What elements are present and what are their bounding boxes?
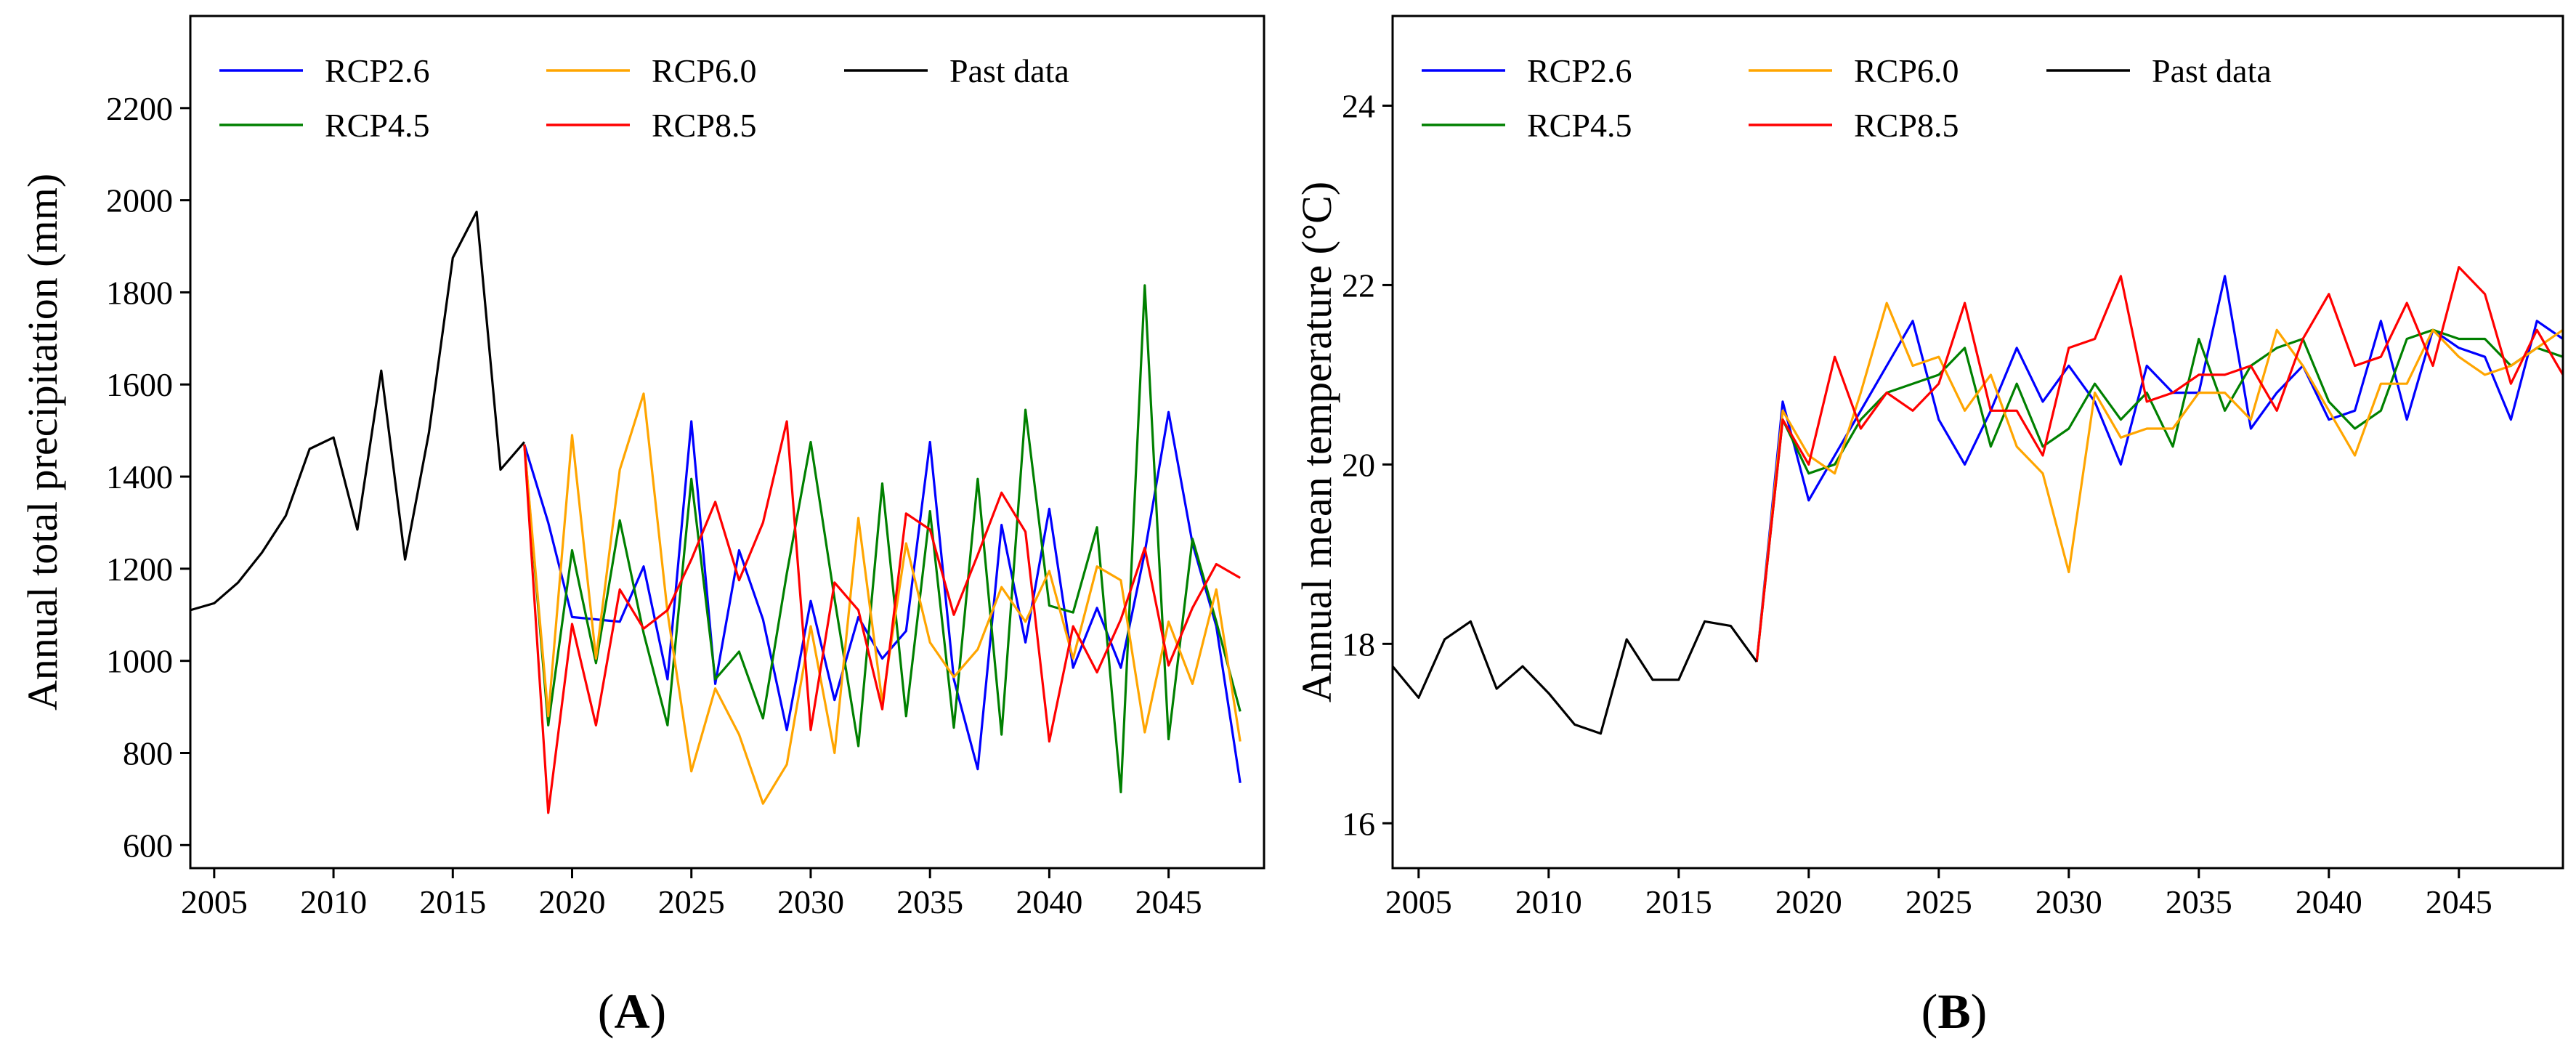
- y-tick-label-1400: 1400: [106, 458, 173, 495]
- legend-label-rcp4-5: RCP4.5: [1527, 107, 1632, 144]
- series-line-rcp4-5: [1755, 328, 2563, 663]
- x-tick-label-2030: 2030: [777, 883, 844, 920]
- y-tick-label-24: 24: [1342, 87, 1375, 124]
- series-line-rcp8-5: [1755, 266, 2563, 663]
- series-line-rcp6-0: [1755, 301, 2563, 663]
- series-line-past-data: [190, 210, 526, 612]
- y-tick-label-2200: 2200: [106, 90, 173, 127]
- y-tick-label-1800: 1800: [106, 274, 173, 311]
- x-tick-label-2030: 2030: [2036, 883, 2102, 920]
- legend: RCP2.6 RCP4.5 RCP6.0 RCP8.5 Past data: [1422, 52, 2272, 144]
- series-line-past-data: [1393, 620, 1758, 735]
- x-tick-label-2025: 2025: [1905, 883, 1972, 920]
- legend-label-rcp6-0: RCP6.0: [652, 52, 756, 89]
- legend: RCP2.6 RCP4.5 RCP6.0 RCP8.5 Past data: [219, 52, 1069, 144]
- panel-label: (B): [1921, 984, 1988, 1039]
- x-tick-label-2040: 2040: [2296, 883, 2362, 920]
- x-tick-label-2020: 2020: [539, 883, 606, 920]
- x-tick-label-2035: 2035: [2166, 883, 2232, 920]
- legend-label-past-data: Past data: [949, 52, 1069, 89]
- x-tick-label-2035: 2035: [896, 883, 963, 920]
- y-tick-label-1600: 1600: [106, 366, 173, 403]
- legend-label-rcp8-5: RCP8.5: [652, 107, 756, 144]
- legend-label-rcp4-5: RCP4.5: [325, 107, 429, 144]
- plot-frame: [1391, 15, 2564, 870]
- y-axis-label: Annual mean temperature (°C): [1293, 182, 1340, 702]
- x-tick-label-2020: 2020: [1775, 883, 1842, 920]
- x-tick-label-2005: 2005: [1385, 883, 1452, 920]
- series-line-rcp6-0: [523, 392, 1242, 805]
- y-tick-label-20: 20: [1342, 446, 1375, 483]
- series-line-rcp4-5: [523, 284, 1242, 794]
- x-tick-label-2010: 2010: [300, 883, 367, 920]
- legend-label-rcp2-6: RCP2.6: [325, 52, 429, 89]
- series-line-rcp8-5: [523, 420, 1242, 814]
- y-tick-label-1200: 1200: [106, 551, 173, 588]
- y-tick-label-800: 800: [123, 734, 173, 772]
- plot-frame: [189, 15, 1265, 870]
- y-tick-label-600: 600: [123, 827, 173, 864]
- x-tick-label-2005: 2005: [181, 883, 248, 920]
- panel-label: (A): [598, 984, 666, 1039]
- series-line-rcp2-6: [1755, 275, 2563, 663]
- plot-area: [1393, 266, 2563, 735]
- y-axis-label: Annual total precipitation (mm): [19, 174, 66, 710]
- y-tick-label-18: 18: [1342, 625, 1375, 663]
- y-tick-label-2000: 2000: [106, 182, 173, 219]
- x-tick-label-2025: 2025: [658, 883, 725, 920]
- legend-label-rcp8-5: RCP8.5: [1854, 107, 1959, 144]
- y-tick-label-1000: 1000: [106, 643, 173, 680]
- x-tick-label-2015: 2015: [419, 883, 486, 920]
- legend-label-rcp2-6: RCP2.6: [1527, 52, 1632, 89]
- x-tick-label-2040: 2040: [1016, 883, 1082, 920]
- plot-area: [190, 210, 1242, 814]
- legend-label-rcp6-0: RCP6.0: [1854, 52, 1959, 89]
- y-tick-label-22: 22: [1342, 267, 1375, 304]
- panel-b: 2005 2010 2015 2020 2025 2030 2035 2040 2045 16 18…: [1293, 15, 2564, 1039]
- x-tick-label-2010: 2010: [1515, 883, 1582, 920]
- legend-label-past-data: Past data: [2152, 52, 2272, 89]
- panel-a: 2005 2010 2015 2020 2025 2030 2035 2040 2045 600 8…: [19, 15, 1265, 1039]
- y-tick-label-16: 16: [1342, 805, 1375, 842]
- series-line-rcp2-6: [523, 410, 1242, 783]
- x-tick-label-2045: 2045: [2426, 883, 2492, 920]
- x-tick-label-2015: 2015: [1645, 883, 1712, 920]
- x-tick-label-2045: 2045: [1135, 883, 1202, 920]
